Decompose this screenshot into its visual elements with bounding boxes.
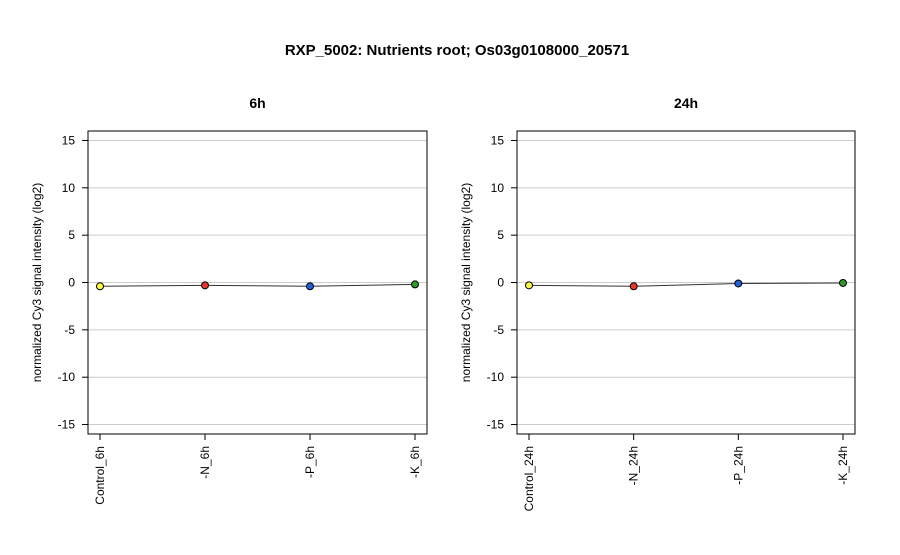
panel-6h: 6h -15 -10 -5 0 5 10 15 normalized Cy3 signal in… — [30, 95, 428, 505]
x-tick-label: -N_24h — [627, 446, 641, 485]
y-tick-label: -10 — [487, 370, 505, 384]
y-tick-label: 15 — [62, 133, 76, 147]
data-point — [96, 282, 104, 291]
data-point — [525, 281, 533, 290]
y-tick-label: 0 — [497, 276, 504, 290]
y-axis-label: normalized Cy3 signal intensity (log2) — [30, 183, 44, 382]
y-tick-label: 10 — [62, 181, 76, 195]
data-point — [629, 282, 638, 291]
series-line — [99, 283, 416, 287]
x-tick-label: -P_6h — [303, 446, 317, 478]
series-line — [528, 282, 844, 287]
panel-24h: 24h -15 -10 -5 0 5 10 15 normalized Cy3 signal i… — [459, 95, 856, 511]
data-point — [306, 282, 314, 291]
y-tick-label: -5 — [493, 323, 504, 337]
x-tick-label: -P_24h — [731, 446, 745, 485]
plot-frame — [516, 130, 856, 435]
y-tick-label: 15 — [491, 133, 505, 147]
x-tick-label: -K_24h — [836, 446, 850, 485]
plot-frame — [87, 130, 428, 435]
x-tick-label: Control_6h — [93, 446, 107, 505]
y-tick-label: 5 — [68, 228, 75, 242]
data-point — [411, 280, 419, 289]
x-tick-label: -K_6h — [408, 446, 422, 478]
y-tick-label: -15 — [58, 418, 76, 432]
x-tick-label: -N_6h — [198, 446, 212, 479]
y-tick-label: -10 — [58, 370, 76, 384]
data-point — [201, 281, 209, 290]
panel-title: 24h — [674, 95, 698, 111]
y-tick-label: 10 — [491, 181, 505, 195]
main-title: RXP_5002: Nutrients root; Os03g0108000_2… — [285, 42, 629, 59]
y-axis-label: normalized Cy3 signal intensity (log2) — [459, 183, 473, 382]
y-tick-label: -15 — [487, 418, 505, 432]
y-tick-label: 0 — [68, 276, 75, 290]
y-tick-label: -5 — [64, 323, 75, 337]
x-tick-label: Control_24h — [522, 446, 536, 511]
data-point — [839, 278, 847, 287]
panel-title: 6h — [249, 95, 265, 111]
data-point — [734, 279, 743, 288]
y-tick-label: 5 — [497, 228, 504, 242]
